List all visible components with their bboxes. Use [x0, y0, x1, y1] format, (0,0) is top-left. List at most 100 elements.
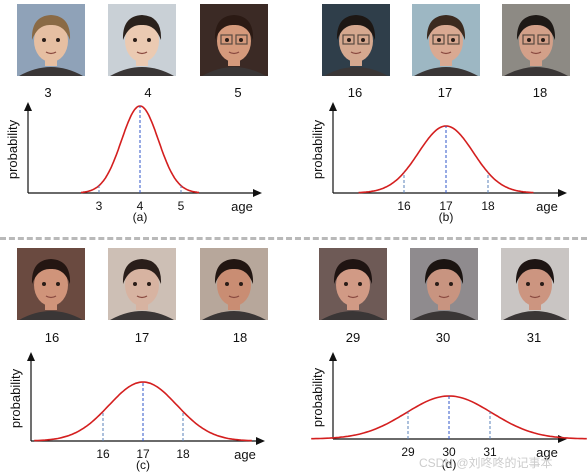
y-axis-arrow — [329, 352, 337, 361]
x-axis-arrow — [558, 435, 567, 443]
child-face-photo — [200, 4, 268, 76]
hair — [515, 259, 555, 284]
woman-face-photo — [410, 248, 478, 320]
tick-label: 18 — [481, 199, 495, 213]
mouth — [347, 295, 359, 299]
panel-caption: (a) — [133, 210, 148, 224]
age-label: 17 — [134, 330, 150, 345]
woman-face-photo — [501, 248, 569, 320]
hair — [336, 15, 376, 40]
mouth — [530, 51, 542, 55]
eye — [527, 38, 531, 42]
shoulders — [503, 311, 567, 320]
eye — [435, 282, 439, 286]
y-axis-arrow — [329, 102, 337, 111]
shoulders — [110, 67, 174, 76]
glasses — [447, 34, 460, 45]
mouth — [45, 295, 57, 299]
eye — [358, 282, 362, 286]
panel-b: 16 17 18 16 17 18 age probability (b) — [301, 0, 587, 230]
probability-chart-a: 3 4 5 age probability (a) — [5, 102, 262, 224]
face-shape — [217, 20, 251, 62]
mouth — [45, 51, 57, 55]
panel-d: 29 30 31 29 30 31 age probability (d) — [301, 244, 587, 474]
woman-face-photo — [17, 248, 85, 320]
eye — [133, 38, 137, 42]
eye — [540, 282, 544, 286]
tick-label: 17 — [439, 199, 453, 213]
panel-caption: (d) — [442, 457, 457, 471]
shoulders — [504, 67, 568, 76]
shoulders — [414, 67, 478, 76]
young-man-face-photo — [322, 4, 390, 76]
hair — [516, 15, 556, 40]
y-axis-label: probability — [310, 367, 325, 427]
age-label: 18 — [532, 85, 548, 100]
eye — [347, 38, 351, 42]
woman-face-photo — [200, 248, 268, 320]
tick-label: 3 — [96, 199, 103, 213]
eye — [225, 282, 229, 286]
eye — [147, 282, 151, 286]
age-label: 5 — [234, 85, 242, 100]
age-label: 16 — [347, 85, 363, 100]
probability-chart-b: 16 17 18 age probability (b) — [310, 102, 567, 224]
age-label: 30 — [435, 330, 451, 345]
y-axis-label: probability — [310, 119, 325, 179]
hair — [214, 259, 254, 284]
y-axis-label: probability — [5, 119, 20, 179]
shoulders — [202, 67, 266, 76]
x-axis-label: age — [234, 447, 256, 462]
woman-face-photo — [108, 248, 176, 320]
panel-a: 3 4 5 3 4 5 age probability (a) — [0, 0, 286, 230]
x-axis-arrow — [558, 189, 567, 197]
eye — [239, 38, 243, 42]
eye — [56, 282, 60, 286]
age-label: 31 — [526, 330, 542, 345]
eye — [526, 282, 530, 286]
face-shape — [427, 264, 461, 306]
probability-chart-d: 29 30 31 age probability (d) — [310, 352, 587, 471]
hair — [31, 15, 71, 40]
hair — [31, 259, 71, 284]
shoulders — [110, 311, 174, 320]
eye — [147, 38, 151, 42]
hair — [214, 15, 254, 40]
x-axis-arrow — [253, 189, 262, 197]
shoulders — [324, 67, 388, 76]
shoulders — [321, 311, 385, 320]
eye — [449, 282, 453, 286]
tick-label: 16 — [397, 199, 411, 213]
tick-label: 5 — [178, 199, 185, 213]
glasses — [432, 34, 445, 45]
mouth — [350, 51, 362, 55]
probability-chart-c: 16 17 18 age probability (c) — [8, 352, 265, 472]
panel-caption: (c) — [136, 458, 150, 472]
x-axis-label: age — [536, 199, 558, 214]
gaussian-curve — [80, 105, 200, 194]
hair — [333, 259, 373, 284]
panel-caption: (b) — [439, 210, 454, 224]
shoulders — [202, 311, 266, 320]
age-label: 17 — [437, 85, 453, 100]
glasses — [220, 34, 233, 45]
age-label: 3 — [44, 85, 52, 100]
tick-label: 16 — [96, 447, 110, 461]
y-axis-arrow — [27, 352, 35, 361]
shoulders — [412, 311, 476, 320]
mouth — [438, 295, 450, 299]
tick-label: 30 — [442, 445, 456, 459]
mouth — [228, 295, 240, 299]
dashed-separator — [0, 237, 587, 240]
eye — [239, 282, 243, 286]
y-axis-label: probability — [8, 368, 23, 428]
tick-label: 29 — [401, 445, 415, 459]
age-label: 18 — [232, 330, 248, 345]
shoulders — [19, 311, 83, 320]
tick-label: 17 — [136, 447, 150, 461]
tick-label: 31 — [483, 445, 497, 459]
shoulders — [19, 67, 83, 76]
glasses — [342, 34, 355, 45]
mouth — [136, 295, 148, 299]
face-shape — [34, 264, 68, 306]
